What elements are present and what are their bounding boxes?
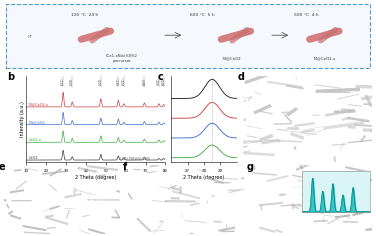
Y-axis label: Intensity (a.u.): Intensity (a.u.) [20,101,25,137]
Text: (Ce1-xNix)(OH)2
precursor: (Ce1-xNix)(OH)2 precursor [106,54,138,63]
Text: g: g [247,162,254,173]
Text: 600 °C  5 h: 600 °C 5 h [190,13,215,17]
Text: HT: HT [27,35,32,38]
Text: CeO2 PDF#34-0394: CeO2 PDF#34-0394 [120,157,150,161]
Text: (111): (111) [61,78,65,85]
Text: Ni@CeO2-x: Ni@CeO2-x [313,56,335,60]
Text: (222): (222) [122,78,126,85]
X-axis label: 2 Theta (degree): 2 Theta (degree) [75,175,117,180]
Text: (420): (420) [162,78,166,85]
Text: (200): (200) [70,78,74,85]
Text: d: d [237,72,244,82]
Text: 100 nm: 100 nm [331,147,346,151]
Text: (331): (331) [157,78,161,85]
FancyBboxPatch shape [6,4,370,68]
Text: 500 °C  4 h: 500 °C 4 h [294,13,318,17]
Text: b: b [7,72,14,82]
Text: (400): (400) [143,78,146,85]
Text: (220): (220) [99,78,103,85]
X-axis label: 2 Theta (degree): 2 Theta (degree) [183,175,224,180]
Text: Ni@CeO2: Ni@CeO2 [223,56,241,60]
Text: (311): (311) [116,78,120,85]
Text: f: f [123,162,127,173]
Text: CeO2: CeO2 [28,156,38,160]
Text: 120 °C  24 h: 120 °C 24 h [71,13,99,17]
Text: CeO2-x: CeO2-x [28,138,41,142]
Text: Ni@CeO2-x: Ni@CeO2-x [28,102,49,106]
FancyBboxPatch shape [8,22,52,51]
Text: Ni@CeO2: Ni@CeO2 [28,120,45,124]
Text: e: e [0,162,6,173]
Text: c: c [158,72,164,82]
